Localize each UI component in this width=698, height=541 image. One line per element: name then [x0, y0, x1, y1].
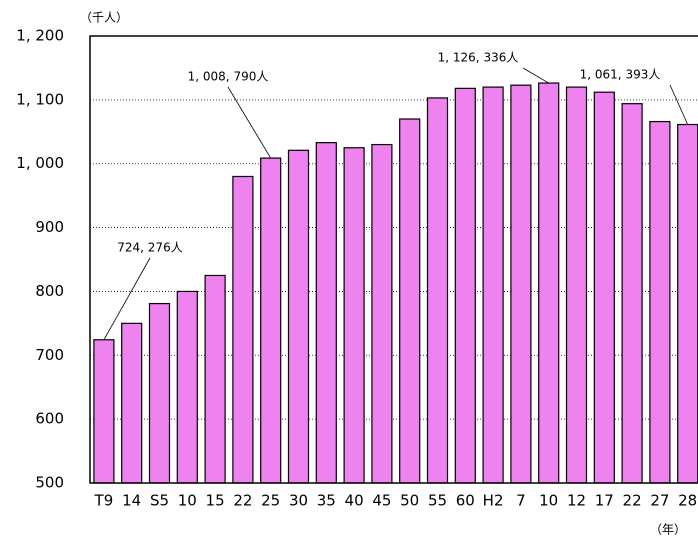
x-tick-label: 12 [567, 492, 586, 510]
data-label: 1, 008, 790人 [188, 70, 269, 84]
x-tick-label: H2 [483, 492, 504, 510]
x-tick-label: 7 [516, 492, 526, 510]
bar [93, 339, 115, 484]
y-tick-label: 900 [35, 218, 64, 236]
bar [565, 86, 588, 484]
x-tick-label: 22 [623, 492, 642, 510]
bar [399, 118, 421, 484]
bar [287, 149, 310, 484]
x-tick-label: 55 [428, 492, 447, 510]
bar [593, 91, 615, 484]
x-axis-unit: （年） [650, 523, 686, 537]
x-tick-label: T9 [94, 492, 114, 510]
y-tick-label: 700 [35, 346, 64, 364]
y-tick-label: 500 [35, 474, 64, 492]
y-tick-label: 600 [35, 410, 64, 428]
x-tick-label: 45 [372, 492, 391, 510]
data-label: 724, 276人 [117, 241, 182, 255]
x-tick-label: 15 [206, 492, 225, 510]
y-tick-label: 1, 200 [16, 27, 64, 45]
bar [121, 322, 143, 484]
bar [176, 290, 198, 484]
x-tick-label: 35 [317, 492, 336, 510]
y-tick-label: 800 [35, 282, 64, 300]
bar [677, 123, 698, 484]
x-tick-label: 27 [650, 492, 669, 510]
bar [649, 120, 671, 484]
plot-border [89, 35, 698, 484]
data-label: 1, 126, 336人 [438, 51, 519, 65]
x-tick-label: 40 [345, 492, 364, 510]
bar [621, 103, 643, 484]
x-tick-label: 28 [678, 492, 697, 510]
bar [315, 142, 337, 484]
x-tick-label: 30 [289, 492, 308, 510]
bar [232, 175, 254, 484]
y-tick-label: 1, 100 [16, 90, 64, 108]
bar [538, 82, 560, 484]
bar [343, 147, 365, 484]
leader-line [669, 84, 689, 125]
bar [426, 97, 449, 484]
bar [371, 143, 393, 484]
x-tick-label: 50 [400, 492, 419, 510]
data-label: 1, 061, 393人 [580, 68, 661, 82]
leader-line [227, 86, 272, 159]
bar [148, 302, 171, 484]
y-axis-unit: （千人） [80, 11, 128, 25]
x-tick-label: 14 [122, 492, 141, 510]
x-tick-label: 10 [178, 492, 197, 510]
x-tick-label: S5 [150, 492, 169, 510]
y-tick-label: 1, 000 [16, 154, 64, 172]
leader-line [103, 257, 151, 340]
x-tick-label: 17 [595, 492, 614, 510]
x-tick-label: 22 [233, 492, 252, 510]
bar [204, 274, 226, 484]
x-tick-label: 10 [539, 492, 558, 510]
bar [260, 157, 282, 484]
bar [482, 86, 504, 484]
leader-line [522, 67, 549, 84]
x-tick-label: 25 [261, 492, 280, 510]
x-tick-label: 60 [456, 492, 475, 510]
bar [454, 87, 476, 484]
bar [510, 84, 532, 484]
